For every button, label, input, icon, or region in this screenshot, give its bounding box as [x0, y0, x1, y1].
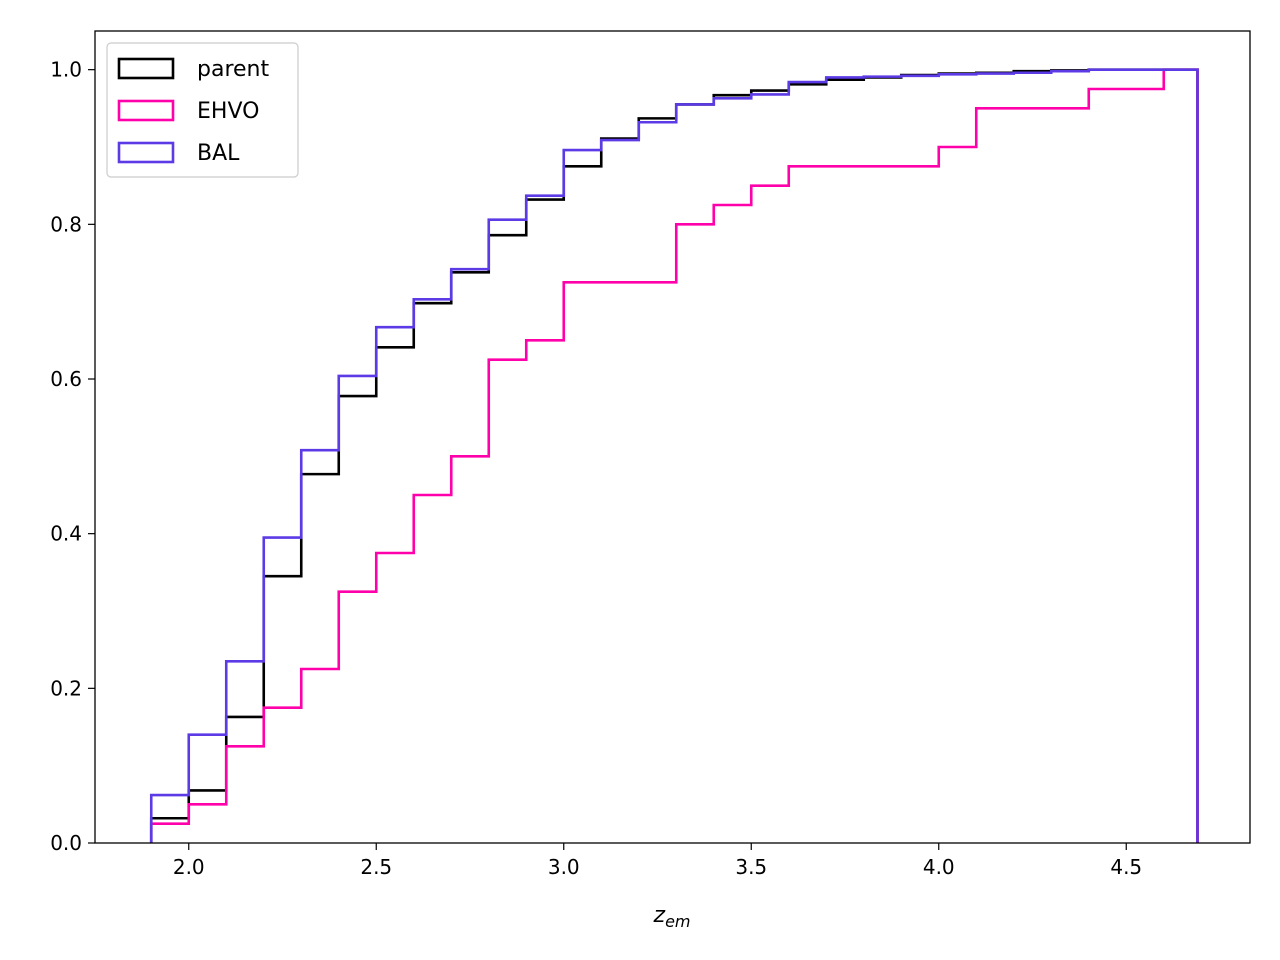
legend-swatch-parent: [117, 57, 175, 80]
y-tick-label: 0.0: [50, 831, 82, 855]
y-tick-label: 0.2: [50, 676, 82, 700]
x-tick-label: 4.0: [923, 855, 955, 879]
legend-label-ehvo: EHVO: [197, 99, 259, 124]
x-tick-label: 2.0: [173, 855, 205, 879]
x-axis-label-main: z: [653, 903, 666, 928]
legend-swatch-bal: [117, 141, 175, 164]
x-tick-label: 3.0: [548, 855, 580, 879]
plot-frame: [94, 30, 1251, 844]
x-tick-label: 2.5: [360, 855, 392, 879]
y-tick-label: 0.4: [50, 522, 82, 546]
x-axis-label-subscript: em: [665, 912, 690, 931]
y-axis: 0.0 0.2 0.4 0.6 0.8 1.0: [50, 58, 95, 855]
x-tick-label: 4.5: [1110, 855, 1142, 879]
legend: parent EHVO BAL: [106, 42, 299, 178]
series-layer: [149, 68, 1199, 843]
series-ehvo-line: [149, 68, 1199, 843]
x-axis-label: zem: [653, 903, 691, 931]
series-bal-line: [149, 68, 1199, 843]
y-tick-label: 0.6: [50, 367, 82, 391]
y-tick-label: 1.0: [50, 58, 82, 82]
x-tick-label: 3.5: [735, 855, 767, 879]
x-axis: 2.0 2.5 3.0 3.5 4.0 4.5: [173, 843, 1142, 879]
legend-label-bal: BAL: [197, 141, 240, 166]
legend-swatch-ehvo: [117, 99, 175, 122]
y-tick-label: 0.8: [50, 212, 82, 236]
legend-label-parent: parent: [197, 57, 269, 82]
